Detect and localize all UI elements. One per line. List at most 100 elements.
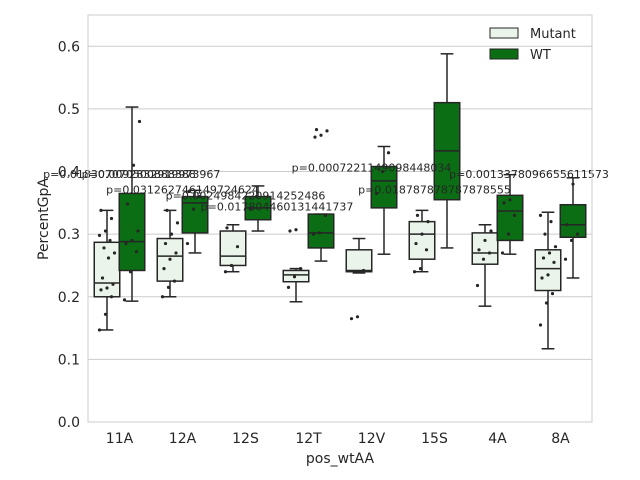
x-tick-label: 8A <box>551 431 570 447</box>
data-point <box>386 151 391 155</box>
box-mutant-4A <box>471 224 499 307</box>
box-wt-12V <box>370 145 398 255</box>
p-value-label: p=0.0013378096655611573 <box>449 168 609 181</box>
data-point <box>355 315 360 319</box>
y-tick-label: 0.4 <box>58 165 80 181</box>
data-point <box>166 285 171 289</box>
y-tick-label: 0.0 <box>58 415 80 431</box>
box-mutant-11A <box>93 209 121 331</box>
iqr-box <box>282 269 310 283</box>
data-point <box>412 270 417 274</box>
p-value-label: p=0.0007221149098448034 <box>292 162 452 175</box>
legend-swatch-mutant <box>489 27 519 39</box>
data-point <box>575 232 580 236</box>
iqr-box <box>370 165 398 209</box>
data-point <box>137 119 142 124</box>
x-tick-label: 4A <box>488 431 507 447</box>
x-tick-label: 12A <box>169 431 197 447</box>
data-point <box>506 232 511 236</box>
data-point <box>248 207 253 211</box>
data-point <box>508 198 512 202</box>
data-point <box>414 241 418 246</box>
data-point <box>319 133 323 137</box>
box-mutant-8A <box>534 211 562 350</box>
data-point <box>481 257 486 261</box>
data-point <box>549 220 553 224</box>
y-axis-label: PercentGpA <box>36 178 52 260</box>
data-point <box>106 256 111 260</box>
data-point <box>197 194 202 199</box>
y-tick-label: 0.5 <box>58 102 80 118</box>
x-tick-label: 12T <box>295 431 322 447</box>
data-point <box>477 248 481 252</box>
iqr-box <box>408 220 436 260</box>
data-point <box>569 238 574 243</box>
legend-label-mutant: Mutant <box>530 27 576 42</box>
data-point <box>125 202 130 206</box>
data-point <box>286 285 291 289</box>
legend: Mutant WT <box>489 27 576 63</box>
data-point <box>102 246 106 250</box>
box-wt-8A <box>559 177 587 279</box>
data-point <box>424 248 429 252</box>
data-point <box>565 223 569 227</box>
data-point <box>538 323 543 327</box>
p-value-label: p=0.017804460131441737 <box>201 200 354 213</box>
data-point <box>128 270 133 274</box>
data-point <box>169 232 174 236</box>
data-point <box>487 251 492 255</box>
iqr-box <box>118 192 146 272</box>
data-point <box>111 282 115 286</box>
data-point <box>420 232 424 236</box>
x-tick-label: 15S <box>421 431 448 447</box>
p-value-label: p=0.018307070500888388 <box>43 168 196 181</box>
data-point <box>540 276 544 280</box>
y-tick-label: 0.2 <box>58 290 80 306</box>
data-point <box>99 208 103 212</box>
iqr-box <box>307 213 335 249</box>
data-point <box>541 256 546 260</box>
data-point <box>97 328 102 332</box>
x-tick-label: 12V <box>358 431 386 447</box>
x-tick-label: 11A <box>106 431 134 447</box>
data-point <box>254 194 259 199</box>
p-value-label: p=0.031262746149724624 <box>106 183 259 196</box>
data-point <box>187 189 191 194</box>
iqr-box <box>496 194 524 242</box>
data-point <box>100 276 105 280</box>
data-point <box>415 213 420 217</box>
legend-label-wt: WT <box>530 48 551 63</box>
data-point <box>165 208 169 212</box>
data-point <box>109 295 114 299</box>
box-wt-11A <box>118 106 146 302</box>
data-point <box>500 251 505 255</box>
y-tick-label: 0.3 <box>58 227 80 243</box>
y-tick-label: 0.6 <box>58 39 80 55</box>
data-point <box>235 245 240 249</box>
data-point <box>168 257 172 261</box>
data-point <box>223 270 228 274</box>
data-point <box>160 295 165 299</box>
data-point <box>483 238 487 243</box>
data-point <box>292 275 297 279</box>
legend-swatch-wt <box>489 48 519 60</box>
box-wt-15S <box>433 53 461 249</box>
data-point <box>323 213 328 217</box>
data-point <box>349 317 354 321</box>
box-mutant-12V <box>345 237 373 274</box>
data-point <box>97 233 102 238</box>
data-point <box>175 221 180 225</box>
p-value-label: p=0.018787878787878555 <box>358 183 511 196</box>
data-point <box>552 260 556 264</box>
data-point <box>294 228 298 232</box>
data-point <box>512 213 517 217</box>
p-value-label: p=0.0024984220914252486 <box>166 190 326 203</box>
plot-frame <box>87 14 593 423</box>
data-point <box>374 191 379 196</box>
data-point <box>229 263 234 268</box>
iqr-box <box>345 249 373 273</box>
data-point <box>172 279 177 283</box>
data-point <box>131 163 136 167</box>
iqr-box <box>534 249 562 292</box>
data-point <box>361 268 366 273</box>
